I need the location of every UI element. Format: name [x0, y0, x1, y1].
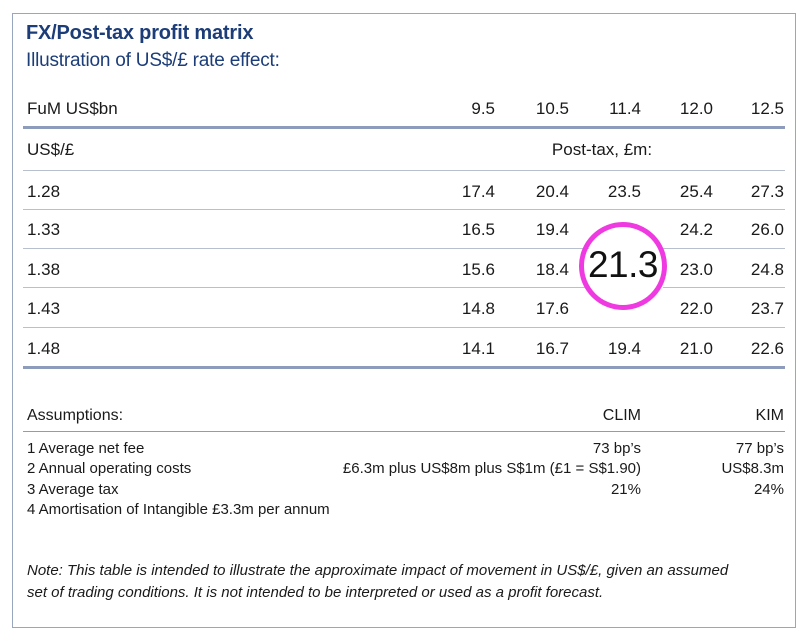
- rate-label: 1.43: [27, 299, 61, 318]
- matrix-cell: 20.4: [535, 182, 569, 201]
- highlight-circle: [579, 222, 667, 310]
- fum-value: 12.5: [750, 99, 784, 118]
- matrix-cell: 14.8: [461, 299, 495, 318]
- rate-header-label: US$/£: [27, 140, 75, 159]
- matrix-cell: 16.5: [461, 220, 495, 239]
- matrix-cell: 21.0: [679, 339, 713, 358]
- assumption-label: 4 Amortisation of Intangible £3.3m per a…: [27, 501, 330, 518]
- matrix-cell: 26.0: [750, 220, 784, 239]
- row-divider: [23, 209, 785, 210]
- matrix-cell: 27.3: [750, 182, 784, 201]
- assumption-kim-value: US$8.3m: [721, 460, 784, 477]
- matrix-cell: 22.6: [750, 339, 784, 358]
- row-divider: [23, 170, 785, 171]
- assumptions-rule: [23, 431, 785, 432]
- assumption-kim-value: 77 bp’s: [735, 440, 784, 457]
- matrix-cell: 23.7: [750, 299, 784, 318]
- assumption-label: 3 Average tax: [27, 481, 119, 498]
- matrix-cell: 23.5: [607, 182, 641, 201]
- rate-label: 1.38: [27, 260, 61, 279]
- matrix-cell: 24.2: [679, 220, 713, 239]
- assumption-kim-value: 24%: [753, 481, 784, 498]
- row-divider: [23, 287, 785, 288]
- highlighted-value: 21.3: [587, 244, 659, 285]
- matrix-cell: 15.6: [461, 260, 495, 279]
- kim-column-heading: KIM: [755, 407, 784, 424]
- assumption-clim-value: 21%: [610, 481, 641, 498]
- fum-value: 9.5: [471, 99, 495, 118]
- matrix-cell: 17.4: [461, 182, 495, 201]
- document-frame: [12, 13, 796, 628]
- row-divider: [23, 327, 785, 328]
- rate-label: 1.28: [27, 182, 61, 201]
- matrix-cell: 19.4: [607, 339, 641, 358]
- matrix-cell: 23.0: [679, 260, 713, 279]
- row-divider: [23, 248, 785, 249]
- fum-header-label: FuM US$bn: [27, 99, 118, 118]
- header-rule: [23, 126, 785, 129]
- assumption-label: 1 Average net fee: [27, 440, 145, 457]
- clim-column-heading: CLIM: [602, 407, 641, 424]
- assumption-label: 2 Annual operating costs: [27, 460, 192, 477]
- matrix-cell: 17.6: [535, 299, 569, 318]
- matrix-cell: 24.8: [750, 260, 784, 279]
- rate-label: 1.48: [27, 339, 61, 358]
- fum-value: 11.4: [609, 99, 641, 118]
- matrix-cell: 16.7: [535, 339, 569, 358]
- matrix-cell: 25.4: [679, 182, 713, 201]
- note-line-2: set of trading conditions. It is not int…: [27, 584, 604, 601]
- fum-value: 12.0: [679, 99, 713, 118]
- document-title: FX/Post-tax profit matrix: [26, 22, 254, 44]
- assumption-clim-value: 73 bp’s: [592, 440, 641, 457]
- rate-label: 1.33: [27, 220, 61, 239]
- note-line-1: Note: This table is intended to illustra…: [27, 562, 729, 579]
- matrix-cell: 22.0: [679, 299, 713, 318]
- posttax-header-label: Post-tax, £m:: [551, 140, 653, 159]
- assumption-clim-value: £6.3m plus US$8m plus S$1m (£1 = S$1.90): [342, 460, 641, 477]
- document-subtitle: Illustration of US$/£ rate effect:: [26, 50, 280, 71]
- matrix-cell: 18.4: [535, 260, 569, 279]
- matrix-cell: 19.4: [535, 220, 569, 239]
- matrix-cell: 14.1: [461, 339, 495, 358]
- fum-value: 10.5: [535, 99, 569, 118]
- assumptions-heading: Assumptions:: [27, 407, 124, 424]
- table-bottom-rule: [23, 366, 785, 369]
